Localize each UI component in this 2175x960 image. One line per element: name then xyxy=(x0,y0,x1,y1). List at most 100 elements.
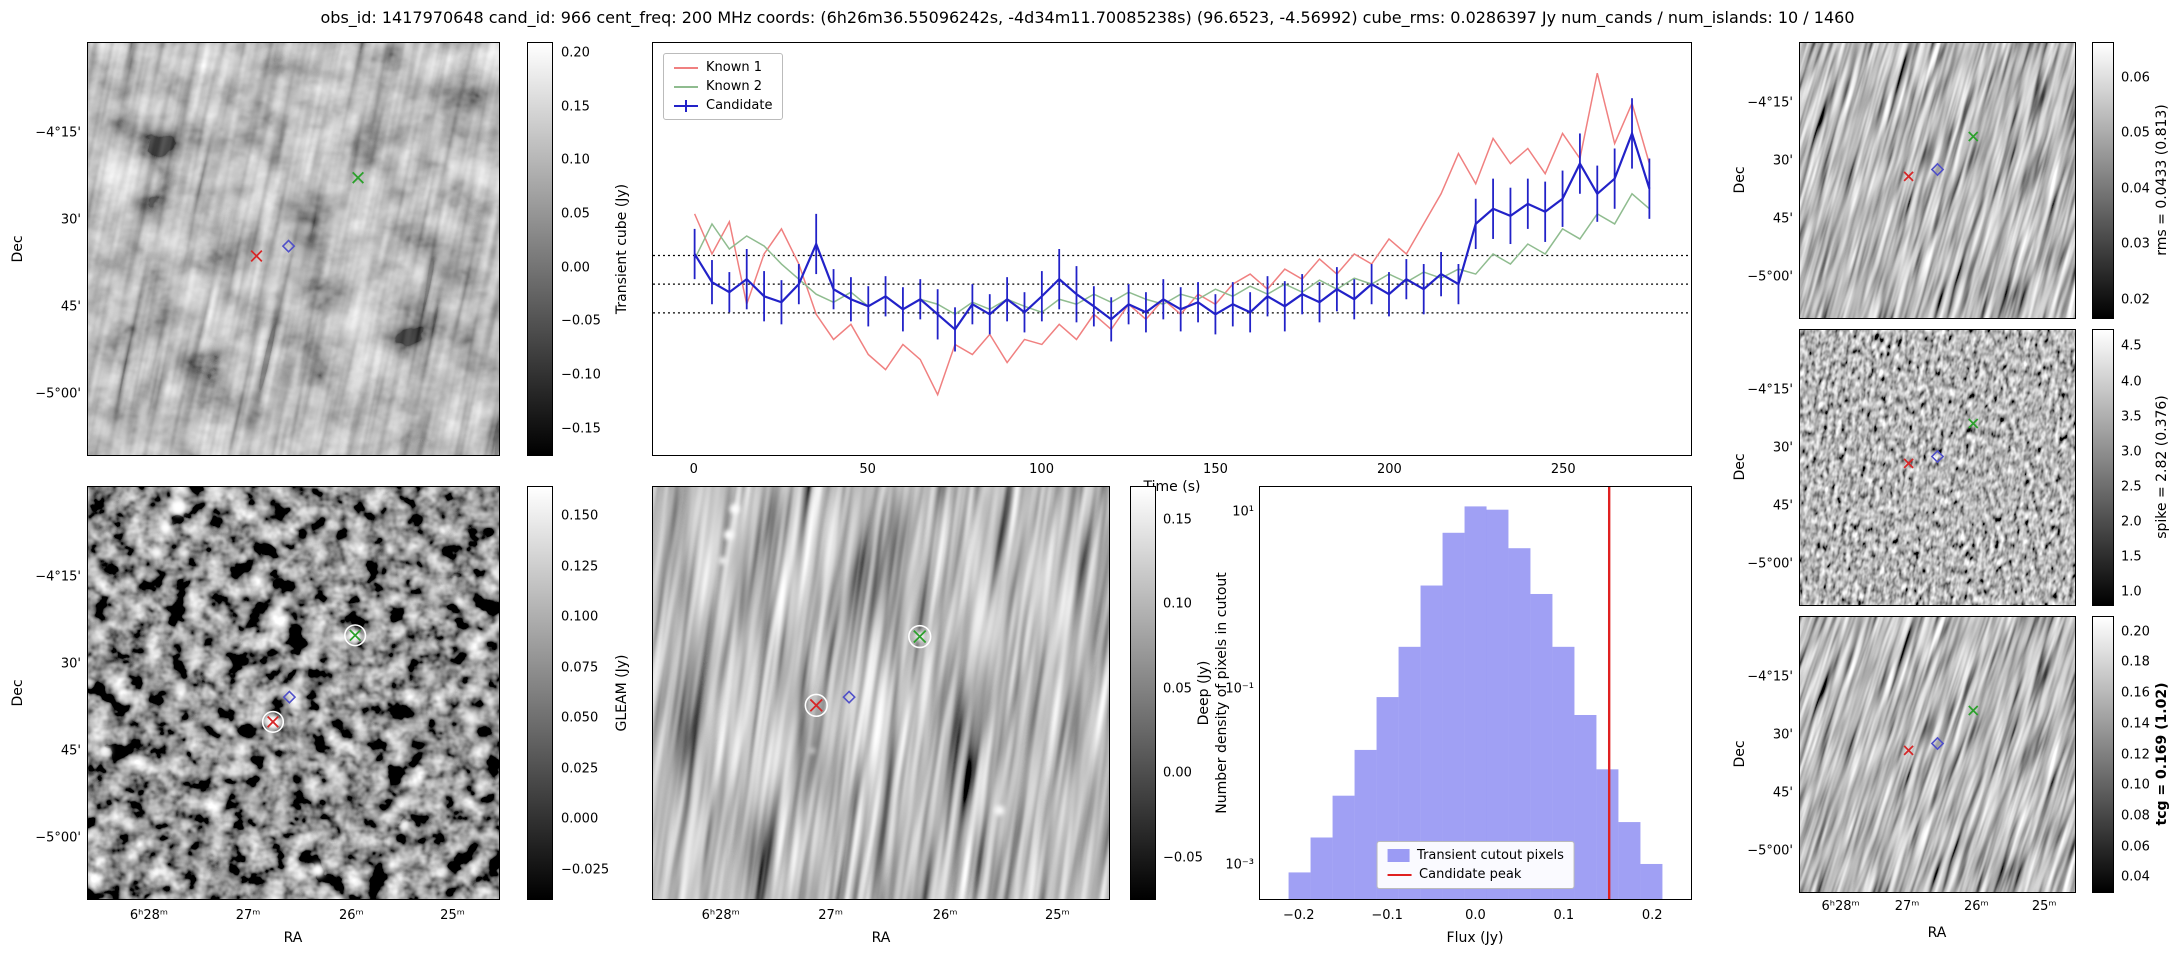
tick-label: −0.10 xyxy=(561,367,601,383)
tick-label: 0.075 xyxy=(561,660,599,676)
dec-tick-labels: −4°15' 30' 45' −5°00' xyxy=(1746,616,1795,893)
tick-label: 0.125 xyxy=(561,559,599,575)
rms-image-panel xyxy=(1799,42,2076,319)
diamond-marker-icon xyxy=(282,690,297,704)
tick-label: 2.5 xyxy=(2121,479,2142,495)
tcg-colorbar-ticks: 0.20 0.18 0.16 0.14 0.12 0.10 0.08 0.06 0.04 xyxy=(2118,616,2156,893)
tick-label: 0.12 xyxy=(2121,747,2150,762)
tcg-image-panel xyxy=(1799,616,2076,893)
legend-item: Candidate xyxy=(674,98,772,113)
rms-colorbar xyxy=(2092,42,2114,319)
tick-label: −0.05 xyxy=(1163,850,1203,866)
tick-label: 0.08 xyxy=(2121,808,2150,824)
time-tick-labels: 0 50 100 150 200 250 xyxy=(652,460,1692,478)
tick-label: −5°00' xyxy=(35,830,81,846)
tick-label: 0.050 xyxy=(561,710,599,726)
lightcurve-plot xyxy=(653,72,1691,397)
dec-tick-labels: −4°15' 30' 45' −5°00' xyxy=(20,486,83,900)
marker-circle-icon xyxy=(908,624,932,649)
tick-label: 0.06 xyxy=(2121,839,2150,855)
tick-label: 0.10 xyxy=(1163,596,1192,612)
spike-markers xyxy=(1903,418,1979,469)
legend-line-swatch xyxy=(1387,873,1412,876)
tick-label: 0 xyxy=(689,462,698,477)
tick-label: 0.150 xyxy=(561,508,599,524)
legend-label: Known 1 xyxy=(706,60,762,75)
diamond-marker-icon xyxy=(1930,736,1945,751)
tick-label: 3.0 xyxy=(2121,444,2142,460)
diamond-marker-icon xyxy=(1930,449,1945,464)
tick-label: −5°00' xyxy=(1747,556,1793,572)
marker-circle-icon xyxy=(261,710,285,733)
dec-tick-labels: −4°15' 30' 45' −5°00' xyxy=(1746,329,1795,606)
deep-image-panel xyxy=(652,486,1110,900)
lightcurve-legend: Known 1 Known 2 Candidate xyxy=(663,53,784,120)
tick-label: −0.025 xyxy=(561,862,610,878)
tick-label: −0.2 xyxy=(1282,908,1315,923)
tick-label: 26ᵐ xyxy=(932,908,958,923)
hist-y-tick-labels: 10¹ 10⁻¹ 10⁻³ xyxy=(1225,486,1256,900)
diamond-marker-icon xyxy=(842,690,856,704)
tick-label: 25ᵐ xyxy=(1045,908,1070,923)
ra-axis-label: RA xyxy=(871,930,891,946)
flux-axis-label: Flux (Jy) xyxy=(1446,930,1504,946)
tick-label: 30' xyxy=(1772,440,1793,456)
tick-label: 0.10 xyxy=(2121,777,2150,793)
tick-label: 0.05 xyxy=(1163,681,1192,697)
time-axis-label: Time (s) xyxy=(1143,479,1201,495)
legend-item: Known 2 xyxy=(674,79,772,94)
histogram-plot xyxy=(1288,487,1663,899)
series-known-1 xyxy=(693,72,1651,397)
tick-label: 30' xyxy=(60,212,81,228)
tick-label: 200 xyxy=(1376,462,1402,477)
tick-label: 10⁻³ xyxy=(1225,857,1254,873)
tick-label: 1.0 xyxy=(2121,584,2142,600)
spike-noise xyxy=(1800,330,2075,605)
tick-label: 0.04 xyxy=(2121,181,2150,197)
tick-label: 26ᵐ xyxy=(1963,899,1989,914)
tick-label: −0.15 xyxy=(561,421,601,437)
flux-tick-labels: −0.2 −0.1 0.0 0.1 0.2 xyxy=(1259,906,1692,924)
tick-label: 0.05 xyxy=(2121,125,2150,141)
tick-label: −0.05 xyxy=(561,313,601,329)
tick-label: 27ᵐ xyxy=(818,908,843,923)
deep-markers xyxy=(804,624,932,718)
tick-label: 0.05 xyxy=(561,206,590,222)
ra-tick-labels: 6ʰ28ᵐ 27ᵐ 26ᵐ 25ᵐ xyxy=(1799,897,2076,915)
tick-label: 45' xyxy=(1772,785,1793,801)
tick-label: 0.0 xyxy=(1465,908,1486,923)
rms-noise xyxy=(1800,43,2075,318)
hist-bar xyxy=(1464,506,1487,899)
tick-label: 30' xyxy=(1772,153,1793,169)
tick-label: 26ᵐ xyxy=(338,908,364,923)
transient-cube-image-panel xyxy=(87,42,500,456)
series-known-2 xyxy=(693,192,1650,316)
figure-title: obs_id: 1417970648 cand_id: 966 cent_fre… xyxy=(320,8,1855,27)
deep-colorbar-label: Deep (Jy) xyxy=(1196,660,1212,726)
gleam-colorbar xyxy=(527,486,553,900)
tick-label: 45' xyxy=(1772,211,1793,227)
x-circled-marker-icon xyxy=(913,629,927,644)
tick-label: 0.14 xyxy=(2121,716,2150,732)
spike-colorbar-label: spike = 2.82 (0.376) xyxy=(2154,395,2170,539)
lightcurve-panel: Known 1 Known 2 Candidate xyxy=(652,42,1692,456)
hist-bar xyxy=(1442,532,1465,899)
tick-label: 0.18 xyxy=(2121,654,2150,670)
tick-label: 6ʰ28ᵐ xyxy=(129,908,169,923)
hist-bar xyxy=(1552,646,1575,899)
hist-bar xyxy=(1574,714,1597,899)
series-candidate xyxy=(693,130,1651,332)
x-marker-icon xyxy=(1968,131,1979,142)
transient-cube-markers xyxy=(250,171,365,262)
tcg-colorbar-label: tcg = 0.169 (1.02) xyxy=(2154,682,2170,826)
x-circled-marker-icon xyxy=(809,698,823,712)
dec-tick-labels: −4°15' 30' 45' −5°00' xyxy=(20,42,83,456)
legend-patch-swatch xyxy=(1387,849,1410,862)
diamond-marker-icon xyxy=(281,239,296,253)
tick-label: −4°15' xyxy=(35,569,81,585)
tick-label: 1.5 xyxy=(2121,549,2142,565)
ra-axis-label: RA xyxy=(1927,925,1947,941)
x-marker-icon xyxy=(1968,705,1979,716)
marker-circle-icon xyxy=(344,624,367,647)
tick-label: 50 xyxy=(859,462,876,477)
